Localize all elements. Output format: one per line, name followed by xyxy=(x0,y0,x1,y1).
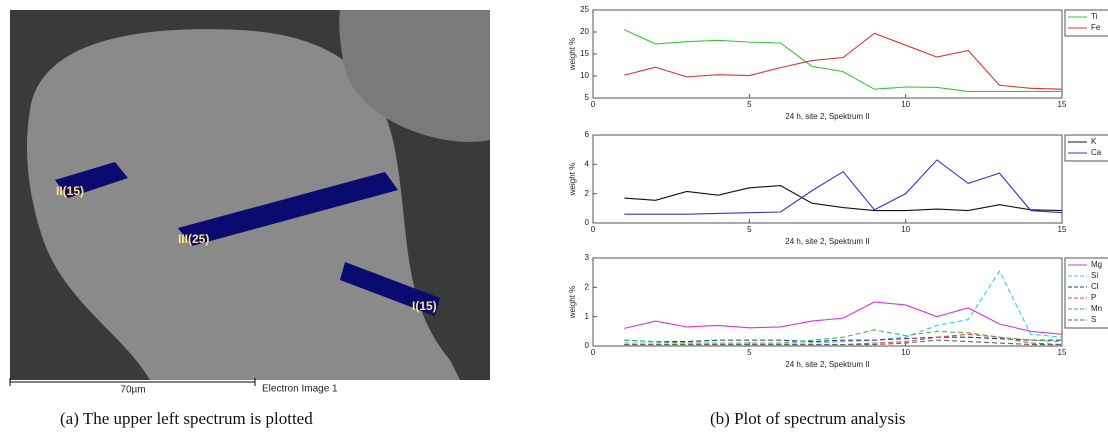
series-line xyxy=(624,336,1062,343)
y-tick-label: 15 xyxy=(580,49,589,58)
legend xyxy=(1064,257,1108,329)
plot-area xyxy=(592,134,1063,224)
y-axis-label: weight % xyxy=(568,163,577,196)
x-tick-label: 10 xyxy=(901,225,910,234)
legend-label: Cl xyxy=(1091,282,1099,291)
x-tick-label: 5 xyxy=(747,348,752,357)
caption: (a) The upper left spectrum is plotted xyxy=(60,409,313,428)
x-tick-label: 10 xyxy=(901,348,910,357)
x-tick-label: 0 xyxy=(591,100,596,109)
legend-label: S xyxy=(1091,315,1096,324)
y-tick-label: 2 xyxy=(585,282,590,291)
x-axis-label: 24 h, site 2, Spektrum II xyxy=(785,237,869,246)
legend-label: Mn xyxy=(1091,304,1102,313)
x-tick-label: 10 xyxy=(901,100,910,109)
y-tick-label: 10 xyxy=(580,71,589,80)
y-tick-label: 1 xyxy=(585,312,590,321)
x-tick-label: 5 xyxy=(747,225,752,234)
legend-label: Ca xyxy=(1091,148,1102,157)
x-tick-label: 5 xyxy=(747,100,752,109)
marker-label: III(25) xyxy=(178,232,209,246)
x-tick-label: 15 xyxy=(1058,225,1067,234)
series-line xyxy=(624,185,1063,212)
series-line xyxy=(624,29,1062,92)
scale-label: 70µm xyxy=(120,385,145,396)
series-line xyxy=(624,159,1063,215)
x-tick-label: 0 xyxy=(591,225,596,234)
series-line xyxy=(624,301,1063,335)
y-tick-label: 4 xyxy=(585,159,590,168)
image-label: Electron Image 1 xyxy=(262,384,338,395)
legend-label: P xyxy=(1091,293,1096,302)
x-axis-label: 24 h, site 2, Spektrum II xyxy=(785,360,869,369)
legend-label: K xyxy=(1091,137,1097,146)
series-line xyxy=(624,339,1062,346)
y-tick-label: 6 xyxy=(585,130,590,139)
marker-label: II(15) xyxy=(56,184,84,198)
y-axis-label: weight % xyxy=(568,286,577,319)
legend-label: Fe xyxy=(1091,23,1101,32)
y-tick-label: 20 xyxy=(580,27,589,36)
y-tick-label: 0 xyxy=(585,218,590,227)
legend xyxy=(1064,9,1108,37)
sem-image: II(15) III(25) I(15) 70µm Electron Image… xyxy=(9,10,490,396)
legend xyxy=(1064,134,1108,162)
y-axis-label: weight % xyxy=(568,38,577,71)
caption: (b) Plot of spectrum analysis xyxy=(710,409,905,428)
plot-area xyxy=(592,9,1063,99)
y-tick-label: 2 xyxy=(585,189,590,198)
series-line xyxy=(624,32,1063,90)
x-tick-label: 0 xyxy=(591,348,596,357)
x-tick-label: 15 xyxy=(1058,100,1067,109)
legend-label: Si xyxy=(1091,271,1098,280)
legend-label: Ti xyxy=(1091,12,1098,21)
legend-label: Mg xyxy=(1091,260,1102,269)
y-tick-label: 5 xyxy=(585,93,590,102)
y-tick-label: 3 xyxy=(585,253,590,262)
series-line xyxy=(624,329,1063,344)
plot-area xyxy=(592,257,1063,347)
marker-label: I(15) xyxy=(412,299,437,313)
y-tick-label: 0 xyxy=(585,341,590,350)
y-tick-label: 25 xyxy=(580,5,589,14)
x-axis-label: 24 h, site 2, Spektrum II xyxy=(785,112,869,121)
x-tick-label: 15 xyxy=(1058,348,1067,357)
